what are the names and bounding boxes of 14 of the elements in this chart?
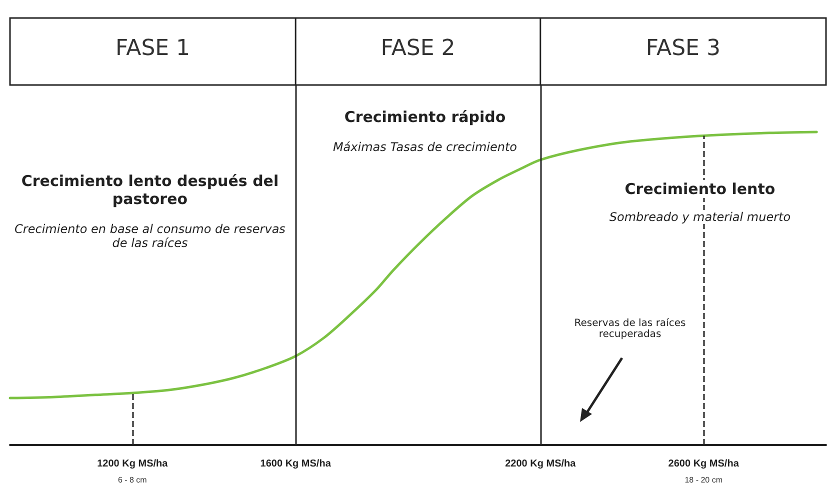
annotation: Crecimiento lento [624,180,776,198]
annotation: Máximas Tasas de crecimiento [332,140,518,154]
text: FASE 1 [114,36,192,61]
annotation: Crecimiento lento después del pastoreo [21,172,279,208]
annotation: Crecimiento en base al consumo de reservas de las raíces [14,222,286,250]
text: FASE 2 [380,36,456,61]
x-tick-label: 1200 Kg MS/ha 6 - 8 cm [97,458,168,484]
annotation: Sombreado y material muerto [609,210,791,224]
text: Crecimiento rápido [344,108,506,126]
x-tick-label: 2200 Kg MS/ha [505,458,576,470]
annotation: Reservas de las raíces recuperadas [574,318,686,340]
x-tick-label: 2600 Kg MS/ha 18 - 20 cm [668,458,740,484]
x-tick-label: 1600 Kg MS/ha [260,458,332,470]
text: FASE 3 [644,36,722,61]
